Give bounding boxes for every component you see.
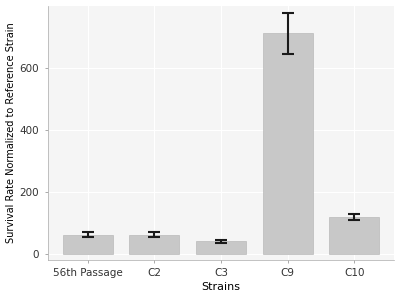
Bar <box>263 33 313 254</box>
Y-axis label: Survival Rate Normalized to Reference Strain: Survival Rate Normalized to Reference St… <box>6 22 16 243</box>
X-axis label: Strains: Strains <box>202 283 240 292</box>
Bar <box>63 235 113 254</box>
Bar <box>129 235 179 254</box>
Bar <box>330 217 380 254</box>
Bar <box>196 241 246 254</box>
